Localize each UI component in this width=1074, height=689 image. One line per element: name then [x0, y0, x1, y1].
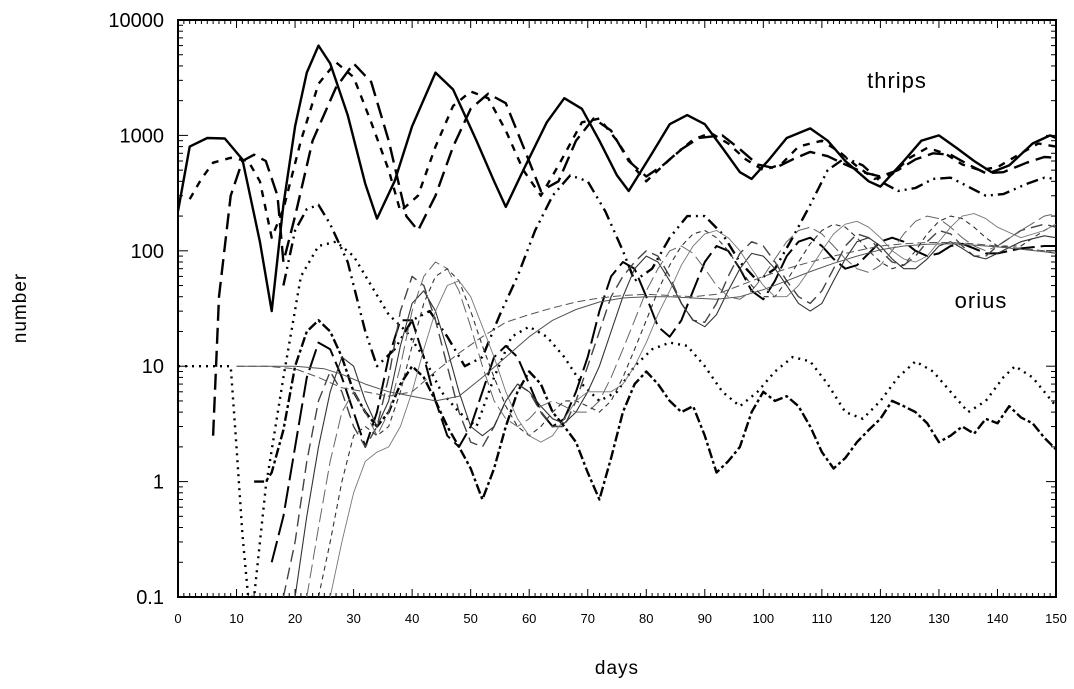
orius-series-line — [254, 319, 1056, 501]
orius-series-line — [178, 240, 1056, 597]
x-tick-label: 90 — [698, 611, 712, 626]
x-tick-label: 30 — [346, 611, 360, 626]
orius-series-line — [236, 242, 1056, 397]
y-tick-label: 10000 — [108, 10, 164, 32]
orius-series-line — [317, 215, 1056, 597]
x-tick-label: 110 — [811, 611, 832, 626]
orius-series-line — [236, 243, 1056, 402]
annotation-orius: orius — [955, 288, 1008, 313]
orius-series-line — [294, 235, 1056, 597]
x-tick-label: 80 — [639, 611, 653, 626]
x-tick-label: 140 — [987, 611, 1009, 626]
axis-ticks — [177, 19, 1057, 598]
y-tick-label: 0.1 — [136, 587, 164, 609]
x-tick-label: 50 — [463, 611, 477, 626]
thrips-series-line — [211, 62, 1056, 436]
plot-frame — [177, 19, 1057, 598]
thrips-series-line — [178, 44, 1056, 313]
x-tick-label: 100 — [752, 611, 774, 626]
x-tick-label: 70 — [580, 611, 594, 626]
annotation-thrips: thrips — [867, 68, 927, 93]
y-tick-label: 100 — [131, 241, 164, 263]
series-group — [178, 44, 1056, 597]
y-tick-label: 10 — [142, 356, 164, 378]
x-tick-label: 20 — [288, 611, 302, 626]
y-tick-label: 1000 — [120, 125, 165, 147]
thrips-series-line — [282, 156, 1056, 368]
thrips-series-line — [188, 61, 1056, 239]
tick-labels: 0 10 20 30 40 50 60 70 80 90 100 110 120 130 140 1500.1… — [108, 10, 1066, 626]
orius-series-line — [270, 236, 1056, 563]
x-axis-title: days — [595, 658, 639, 679]
x-tick-label: 120 — [870, 611, 892, 626]
x-tick-label: 60 — [522, 611, 536, 626]
orius-series-line — [282, 223, 1056, 597]
x-tick-label: 150 — [1045, 611, 1067, 626]
y-tick-label: 1 — [153, 472, 164, 494]
y-axis-title: number — [10, 273, 31, 343]
orius-series-line — [329, 213, 1056, 597]
x-tick-label: 40 — [405, 611, 419, 626]
x-tick-label: 130 — [928, 611, 950, 626]
orius-series-line — [306, 213, 1056, 597]
x-tick-label: 0 — [174, 611, 181, 626]
x-tick-label: 10 — [229, 611, 243, 626]
